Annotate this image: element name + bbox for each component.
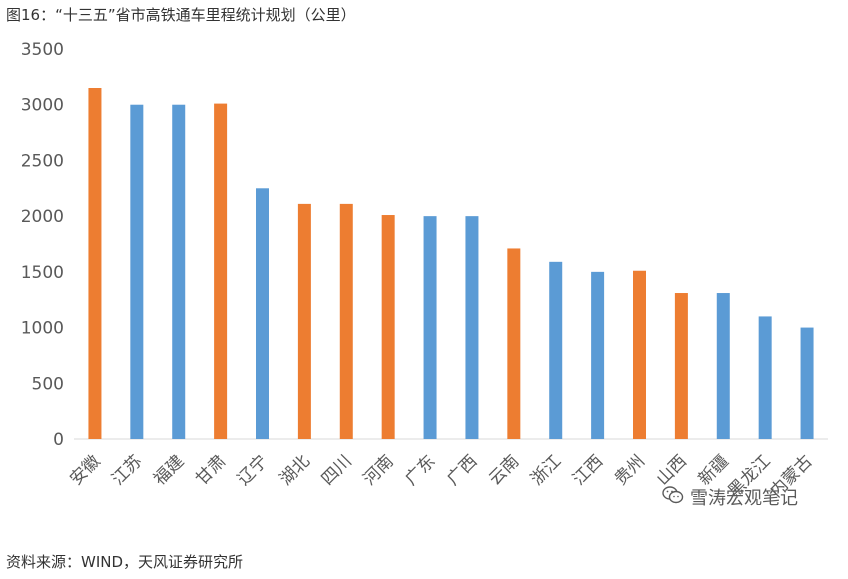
chart-title: 图16：“十三五”省市高铁通车里程统计规划（公里） (6, 6, 356, 24)
x-tick-label: 湖北 (276, 451, 314, 489)
x-tick-label: 江西 (569, 451, 607, 489)
bar-江苏 (130, 104, 144, 439)
y-tick-label: 2000 (21, 207, 64, 227)
bar-广东 (423, 216, 437, 439)
x-tick-label: 河南 (360, 451, 398, 489)
bar-新疆 (716, 293, 730, 439)
watermark-text: 雪涛宏观笔记 (690, 488, 798, 509)
bar-湖北 (297, 203, 311, 439)
bar-广西 (465, 216, 479, 439)
bar-云南 (507, 248, 521, 439)
bar-甘肃 (214, 103, 228, 439)
x-tick-label: 四川 (318, 451, 356, 489)
bar-福建 (172, 104, 186, 439)
bar-江西 (591, 271, 605, 439)
y-tick-label: 2500 (21, 151, 64, 171)
x-tick-label: 江苏 (108, 451, 146, 489)
x-tick-label: 辽宁 (234, 451, 272, 489)
bar-河南 (381, 215, 395, 439)
x-tick-label: 贵州 (611, 451, 649, 489)
x-tick-label: 福建 (150, 451, 188, 489)
x-tick-label: 云南 (485, 451, 523, 489)
wechat-logo-icon (662, 485, 684, 510)
bar-山西 (674, 293, 688, 439)
y-tick-label: 1500 (21, 263, 64, 283)
x-tick-label: 甘肃 (192, 451, 230, 489)
bar-安徽 (88, 88, 102, 439)
watermark: 雪涛宏观笔记 (662, 484, 798, 510)
y-tick-label: 1000 (21, 319, 64, 339)
bar-辽宁 (256, 188, 269, 439)
x-tick-label: 浙江 (527, 451, 565, 489)
bar-浙江 (549, 261, 563, 439)
bar-贵州 (633, 270, 646, 439)
x-tick-label: 广东 (401, 451, 439, 489)
y-tick-label: 3000 (21, 96, 64, 116)
y-tick-label: 500 (32, 374, 64, 394)
bar-四川 (339, 203, 353, 439)
x-tick-label: 安徽 (66, 451, 104, 489)
bar-内蒙古 (800, 327, 814, 439)
x-tick-label: 广西 (443, 451, 481, 489)
y-tick-label: 3500 (21, 40, 64, 60)
y-tick-label: 0 (53, 430, 64, 450)
source-note: 资料来源：WIND，天风证券研究所 (6, 553, 244, 571)
bar-黑龙江 (758, 316, 772, 439)
